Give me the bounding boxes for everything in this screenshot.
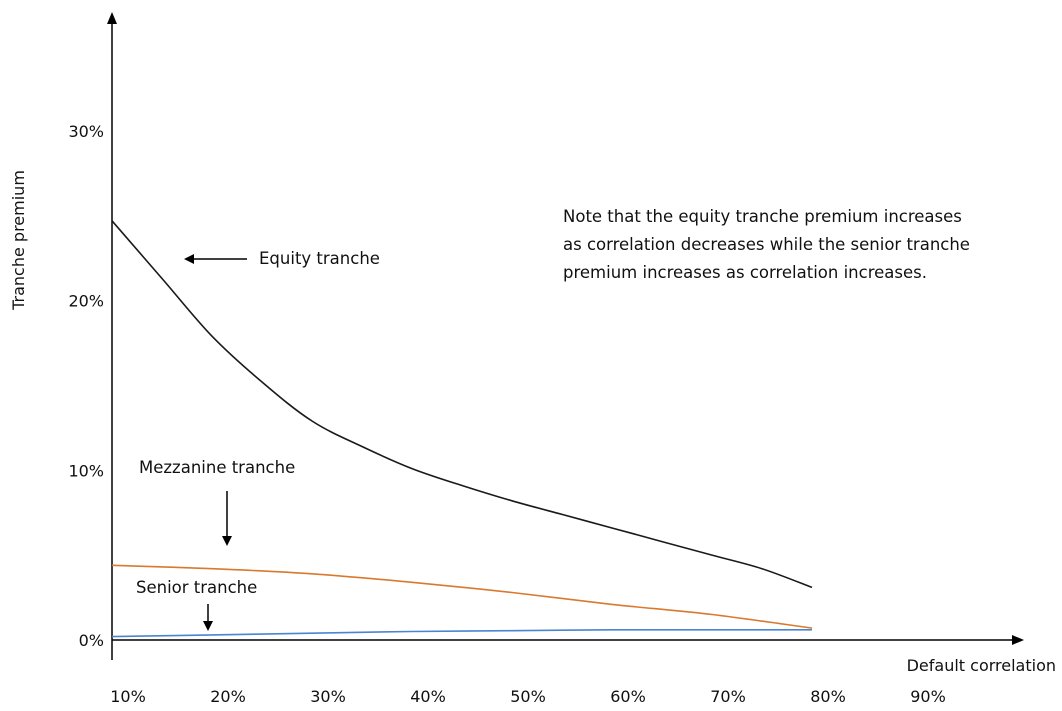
x-tick-label: 40% — [410, 687, 446, 706]
x-axis-title: Default correlation — [907, 656, 1056, 675]
x-tick-label: 20% — [210, 687, 246, 706]
note-line-2: as correlation decreases while the senio… — [563, 235, 970, 254]
x-tick-label: 10% — [110, 687, 146, 706]
y-axis-title: Tranche premium — [9, 170, 28, 311]
note-line-3: premium increases as correlation increas… — [563, 263, 927, 282]
series-lines — [111, 220, 813, 638]
y-tick-label: 0% — [79, 631, 104, 650]
x-tick-label: 50% — [510, 687, 546, 706]
note-line-1: Note that the equity tranche premium inc… — [563, 207, 962, 226]
mezzanine-label: Mezzanine tranche — [139, 458, 295, 477]
y-tick-label: 10% — [68, 461, 104, 480]
x-tick-label: 60% — [610, 687, 646, 706]
senior-label: Senior tranche — [136, 578, 257, 597]
mezzanine-annotation: Mezzanine tranche — [139, 458, 295, 546]
x-tick-label: 70% — [710, 687, 746, 706]
x-tick-label: 30% — [310, 687, 346, 706]
senior-annotation: Senior tranche — [136, 578, 257, 631]
equity-label: Equity tranche — [259, 249, 380, 268]
x-tick-labels: 10% 20% 30% 40% 50% 60% 70% 80% 90% — [110, 687, 946, 706]
mezzanine-tranche-line — [111, 564, 813, 629]
note-block: Note that the equity tranche premium inc… — [563, 207, 970, 282]
x-tick-label: 90% — [910, 687, 946, 706]
y-axis-arrow — [107, 12, 117, 24]
senior-tranche-line — [111, 628, 812, 638]
x-axis-arrow — [1012, 635, 1024, 645]
y-tick-label: 30% — [68, 122, 104, 141]
equity-tranche-line — [111, 220, 813, 589]
equity-annotation: Equity tranche — [184, 249, 380, 268]
x-tick-label: 80% — [810, 687, 846, 706]
y-tick-label: 20% — [68, 292, 104, 311]
y-tick-labels: 0% 10% 20% 30% — [68, 122, 104, 650]
